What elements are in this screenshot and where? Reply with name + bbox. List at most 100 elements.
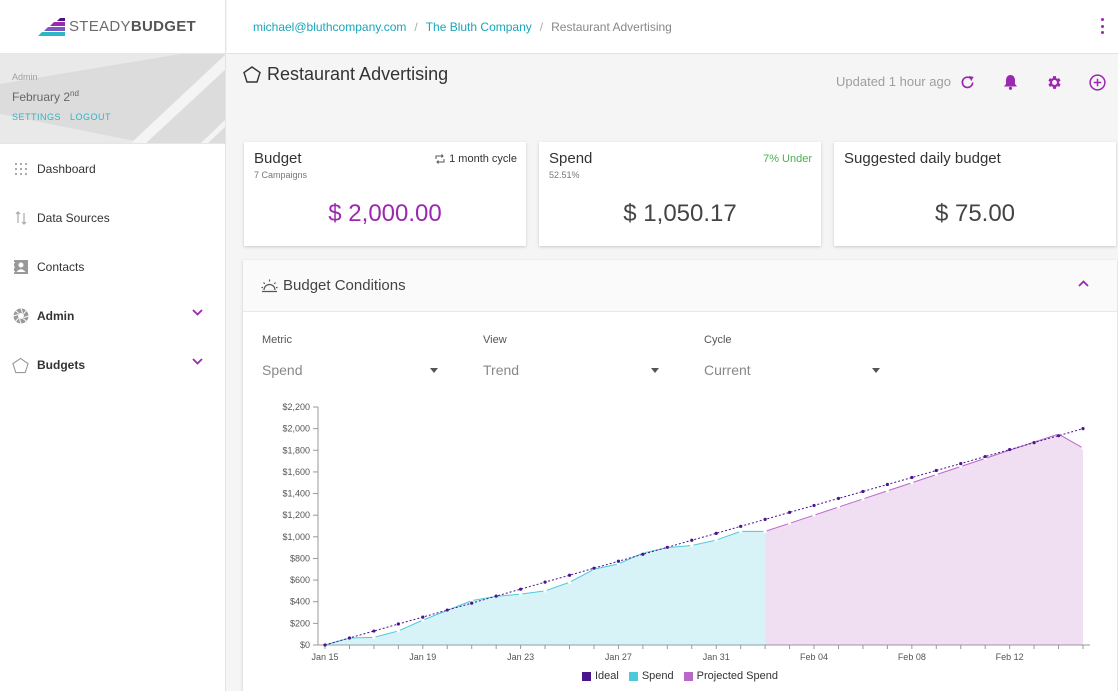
legend-item-ideal[interactable]: Ideal — [581, 670, 619, 682]
spend-status: 7% Under — [763, 153, 812, 165]
spend-point — [567, 580, 572, 584]
add-button[interactable] — [1087, 72, 1107, 92]
metric-value: Spend — [262, 362, 303, 378]
legend-swatch — [628, 671, 638, 681]
projected-spend-point — [861, 497, 865, 501]
spend-point — [690, 543, 694, 548]
ideal-point — [519, 587, 523, 591]
nav-contacts[interactable]: Contacts — [0, 255, 225, 279]
logout-link[interactable]: LOGOUT — [70, 112, 112, 122]
nav-label-contacts: Contacts — [37, 260, 85, 274]
budget-conditions-header[interactable]: Budget Conditions — [243, 260, 1117, 312]
refresh-icon — [961, 75, 974, 88]
chevron-up-icon[interactable] — [1078, 280, 1089, 287]
spend-point — [421, 618, 425, 622]
projected-spend-point — [836, 505, 841, 509]
metric-select[interactable]: Metric Spend — [262, 334, 442, 378]
spend-point — [470, 599, 474, 603]
ideal-point — [763, 517, 767, 522]
spend-point — [616, 562, 621, 566]
ideal-point — [347, 636, 352, 640]
y-tick-label: $0 — [300, 640, 310, 650]
daily-budget-title: Suggested daily budget — [844, 150, 1001, 167]
spend-point — [519, 592, 523, 596]
y-tick-label: $400 — [290, 597, 310, 607]
current-date: February 2nd — [12, 89, 79, 104]
ideal-point — [836, 496, 841, 501]
aperture-icon — [12, 308, 29, 325]
projected-spend-point — [910, 481, 914, 485]
breadcrumb-email[interactable]: michael@bluthcompany.com — [253, 19, 407, 34]
y-tick-label: $1,000 — [282, 532, 310, 542]
legend-swatch — [683, 671, 693, 681]
spend-point — [396, 629, 400, 633]
grid-icon — [12, 161, 29, 178]
refresh-button[interactable] — [957, 72, 977, 92]
x-tick-label: Jan 19 — [409, 652, 436, 662]
gear-icon — [1047, 75, 1061, 89]
ideal-point — [470, 601, 474, 605]
view-value: Trend — [483, 362, 520, 378]
ideal-point — [421, 615, 425, 619]
ideal-point — [323, 643, 327, 647]
pentagon-icon — [243, 66, 261, 83]
y-tick-label: $2,200 — [282, 402, 310, 412]
y-tick-label: $1,200 — [282, 510, 310, 520]
ideal-point — [1056, 434, 1061, 438]
brand-name: STEADYBUDGET — [69, 18, 196, 35]
budget-conditions-panel: Budget Conditions Metric Spend View Tren… — [243, 260, 1117, 691]
legend-item-projected[interactable]: Projected Spend — [683, 670, 778, 682]
ideal-point — [665, 545, 669, 549]
breadcrumb-separator: / — [539, 19, 544, 34]
ideal-point — [1081, 427, 1085, 431]
y-tick-label: $2,000 — [282, 424, 310, 434]
brand-logo[interactable]: STEADYBUDGET — [0, 0, 225, 54]
ideal-point — [445, 608, 449, 612]
dropdown-arrow-icon — [430, 367, 438, 373]
more-menu-icon[interactable] — [1101, 18, 1105, 34]
cycle-value: Current — [704, 362, 751, 378]
notifications-button[interactable] — [1000, 72, 1020, 92]
budget-conditions-title: Budget Conditions — [283, 277, 406, 294]
nav-label-dashboard: Dashboard — [37, 162, 96, 176]
nav-budgets[interactable]: Budgets — [0, 353, 225, 377]
sunrise-icon — [261, 279, 278, 292]
spend-point — [543, 589, 547, 593]
chevron-down-icon[interactable] — [192, 309, 203, 316]
legend-item-spend[interactable]: Spend — [628, 670, 674, 682]
swap-vertical-icon — [12, 210, 29, 227]
ideal-point — [714, 531, 718, 535]
nav-data-sources[interactable]: Data Sources — [0, 206, 225, 230]
ideal-point — [592, 566, 596, 570]
ideal-line — [324, 428, 1084, 646]
x-tick-label: Jan 31 — [703, 652, 730, 662]
page-title-text: Restaurant Advertising — [267, 64, 449, 84]
nav-label-budgets: Budgets — [37, 358, 85, 372]
legend-label: Spend — [641, 670, 674, 682]
ideal-point — [396, 622, 400, 626]
x-tick-label: Jan 15 — [311, 652, 338, 662]
projected-spend-point — [1081, 446, 1085, 450]
ideal-point — [739, 524, 743, 528]
legend-label: Ideal — [594, 670, 619, 682]
ideal-point — [959, 461, 963, 466]
cycle-select[interactable]: Cycle Current — [704, 334, 884, 378]
chevron-down-icon[interactable] — [192, 358, 203, 365]
breadcrumb-separator: / — [414, 19, 418, 34]
settings-link[interactable]: SETTINGS — [12, 112, 62, 122]
projected-spend-point — [812, 513, 816, 517]
updated-status: Updated 1 hour ago — [836, 74, 951, 89]
spend-point — [714, 538, 718, 542]
breadcrumb-company[interactable]: The Bluth Company — [425, 19, 532, 34]
view-select[interactable]: View Trend — [483, 334, 663, 378]
projected-spend-area — [765, 434, 1083, 645]
ideal-point — [690, 538, 694, 542]
bell-icon — [1003, 75, 1017, 90]
nav-dashboard[interactable]: Dashboard — [0, 157, 225, 181]
nav-admin[interactable]: Admin — [0, 304, 225, 328]
contacts-icon — [12, 259, 29, 276]
ideal-point — [494, 594, 498, 598]
settings-button[interactable] — [1044, 72, 1064, 92]
ideal-point — [861, 489, 865, 494]
daily-budget-value: $ 75.00 — [934, 200, 1016, 227]
